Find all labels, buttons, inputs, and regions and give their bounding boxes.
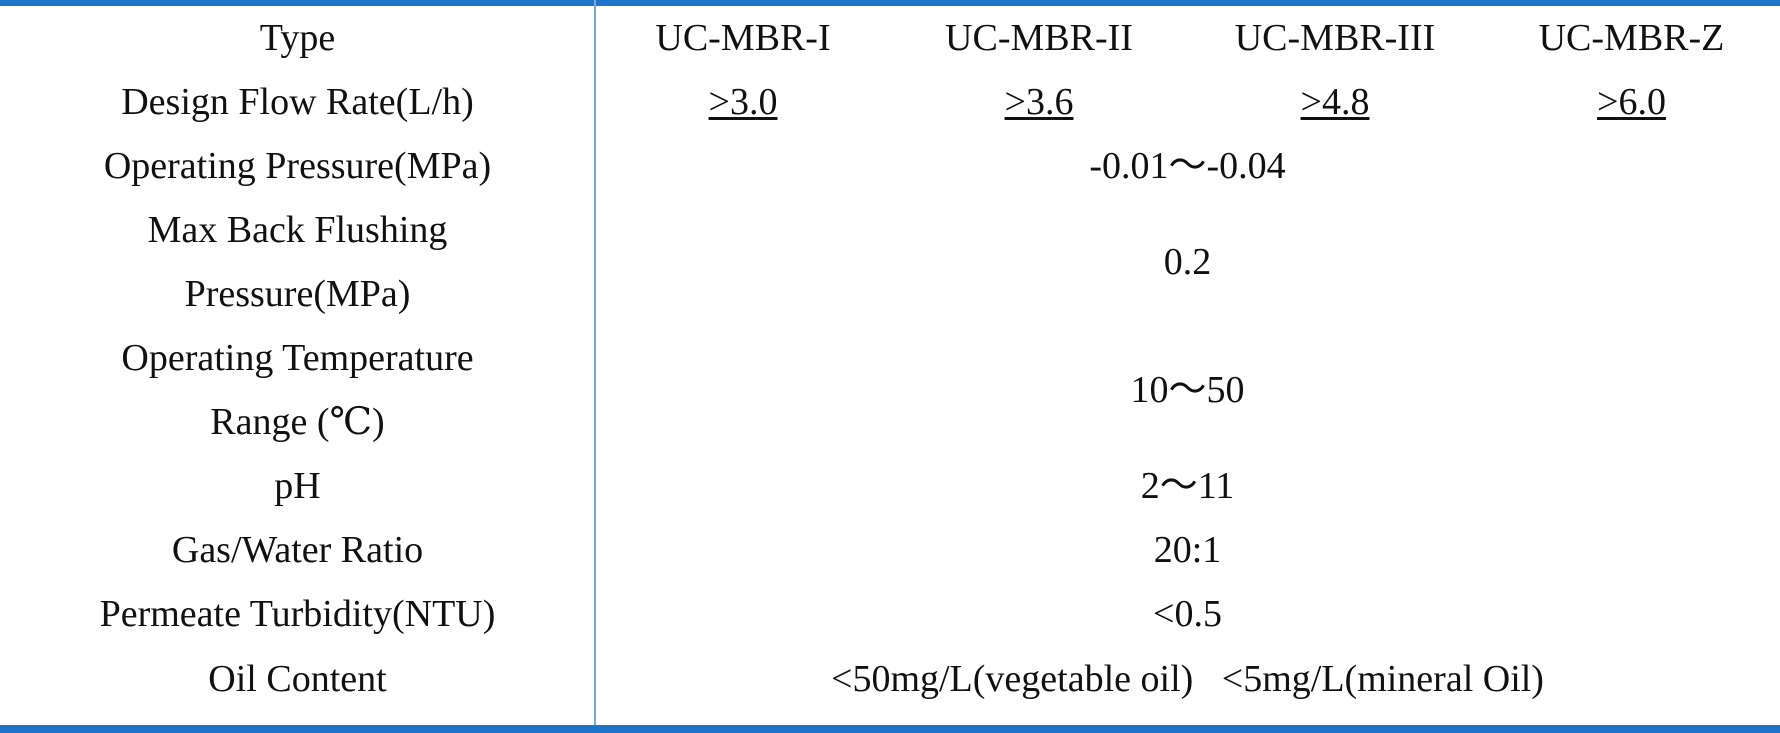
ph-value: 2～11 (1140, 464, 1235, 507)
flow-rate-value: >4.8 (1187, 70, 1483, 134)
flow-rate-value: >3.0 (595, 70, 891, 134)
row-label: pH (274, 464, 321, 507)
table-bottom-rule (0, 725, 1780, 733)
table-row: Gas/Water Ratio 20:1 (0, 518, 1780, 582)
flow-rate-1: >3.0 (708, 80, 778, 123)
flow-rate-value: >3.6 (891, 70, 1187, 134)
row-label: Max Back Flushing Pressure(MPa) (0, 198, 595, 326)
table-top-rule (0, 0, 1780, 6)
row-label-line-2: Range (℃) (210, 401, 385, 443)
table-row: pH 2～11 (0, 454, 1780, 518)
row-label: Operating Temperature Range (℃) (0, 326, 595, 454)
flow-rate-3: >4.8 (1300, 80, 1370, 123)
row-label: Gas/Water Ratio (171, 528, 424, 571)
column-divider (594, 0, 596, 733)
table-row: Max Back Flushing Pressure(MPa) 0.2 (0, 198, 1780, 326)
gas-water-ratio-value: 20:1 (1153, 528, 1222, 571)
table-row: Oil Content <50mg/L(vegetable oil) <5mg/… (0, 646, 1780, 713)
table-row: Design Flow Rate(L/h) >3.0 >3.6 >4.8 >6.… (0, 70, 1780, 134)
table-row: Operating Pressure(MPa) -0.01～-0.04 (0, 134, 1780, 198)
row-label-line-2: Pressure(MPa) (184, 273, 411, 315)
header-row: Type UC-MBR-I UC-MBR-II UC-MBR-III UC-MB… (0, 6, 1780, 70)
table-row: Operating Temperature Range (℃) 10～50 (0, 326, 1780, 454)
header-model-2: UC-MBR-II (945, 16, 1133, 59)
header-model-4: UC-MBR-Z (1538, 16, 1725, 59)
header-model-3: UC-MBR-III (1234, 16, 1436, 59)
back-flushing-value: 0.2 (1163, 240, 1212, 283)
operating-pressure-value: -0.01～-0.04 (1089, 144, 1286, 187)
temperature-range-value: 10～50 (1130, 368, 1245, 411)
flow-rate-2: >3.6 (1004, 80, 1074, 123)
row-label: Oil Content (208, 658, 387, 700)
flow-rate-value: >6.0 (1483, 70, 1780, 134)
permeate-turbidity-value: <0.5 (1153, 592, 1222, 635)
header-type-label: Type (259, 16, 336, 59)
row-label: Design Flow Rate(L/h) (121, 80, 474, 123)
header-model-1: UC-MBR-I (655, 16, 831, 59)
flow-rate-4: >6.0 (1597, 80, 1666, 123)
row-label-line-1: Max Back Flushing (147, 209, 448, 251)
row-label: Operating Pressure(MPa) (103, 144, 492, 187)
table-row: Permeate Turbidity(NTU) <0.5 (0, 582, 1780, 646)
row-label: Permeate Turbidity(NTU) (99, 592, 496, 635)
row-label-line-1: Operating Temperature (121, 337, 474, 379)
oil-content-value: <50mg/L(vegetable oil) <5mg/L(mineral Oi… (831, 658, 1544, 700)
spec-table: Type UC-MBR-I UC-MBR-II UC-MBR-III UC-MB… (0, 6, 1780, 713)
